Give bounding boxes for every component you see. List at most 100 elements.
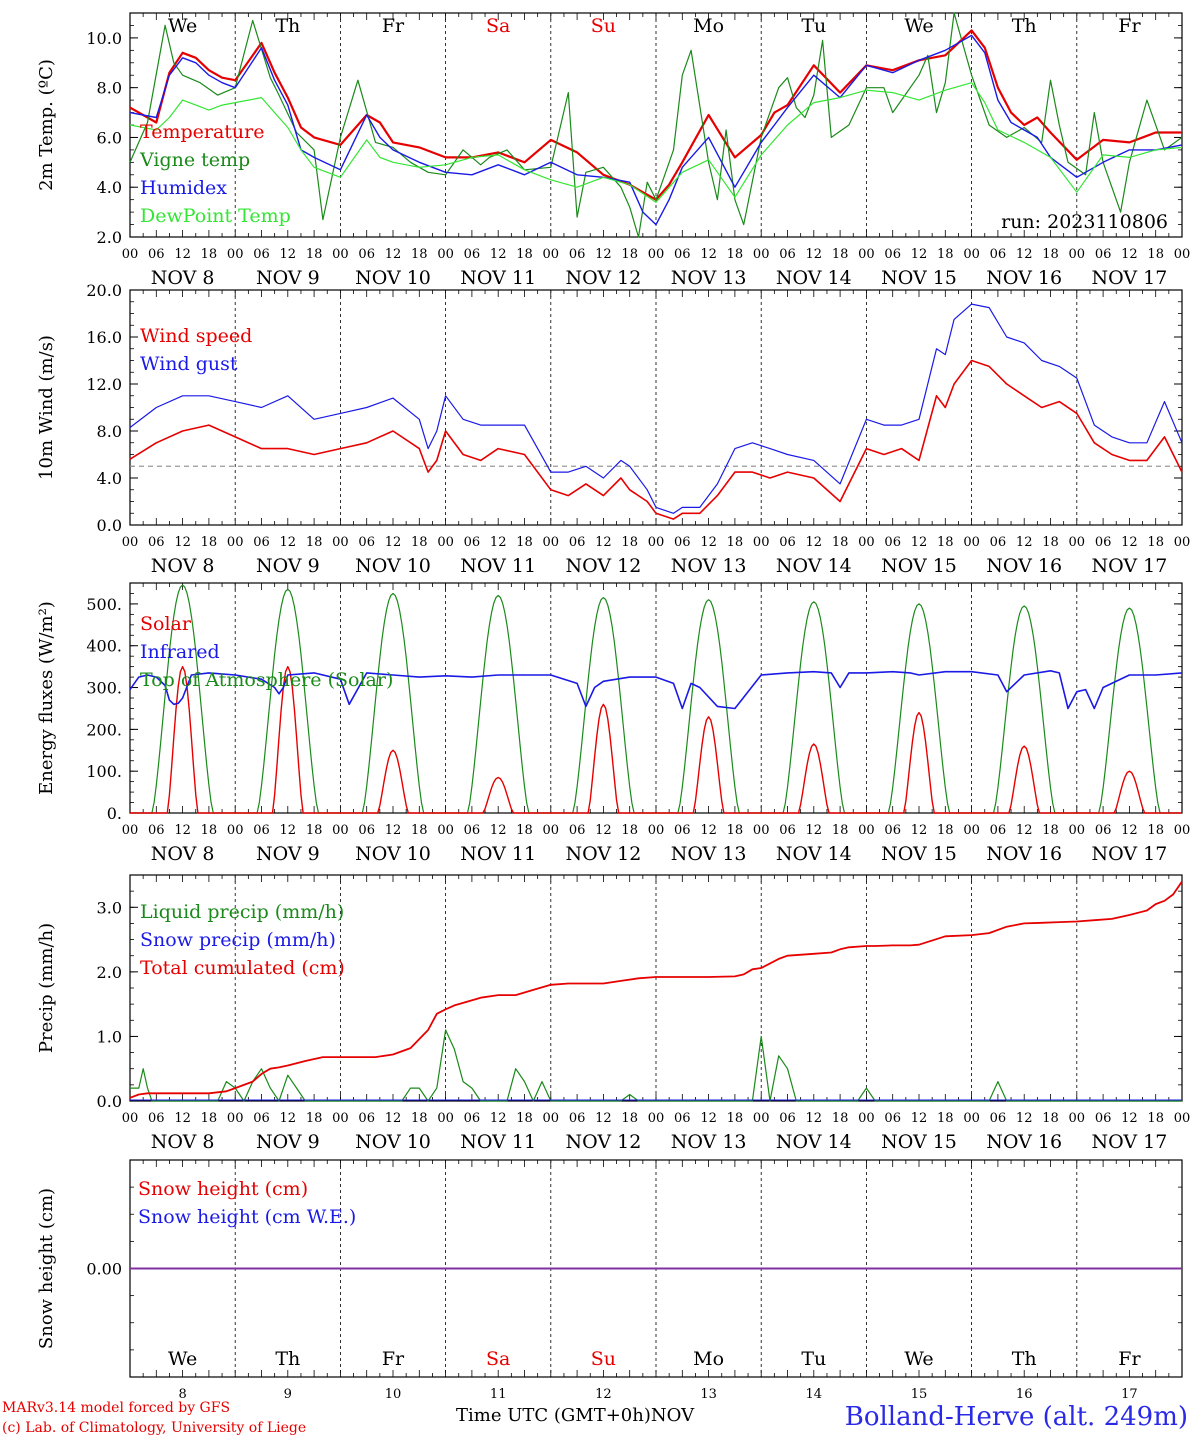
day-label: NOV 14 — [776, 1131, 852, 1153]
hour-tick-label: 18 — [516, 535, 533, 550]
legend-entry: Infrared — [140, 641, 220, 663]
day-number-label: 13 — [700, 1387, 717, 1402]
hour-tick-label: 12 — [1121, 247, 1138, 262]
hour-tick-label: 06 — [148, 823, 165, 838]
hour-tick-label: 18 — [832, 247, 849, 262]
day-label: NOV 11 — [460, 1131, 536, 1153]
hour-tick-label: 12 — [911, 1111, 928, 1126]
hour-tick-label: 00 — [1174, 1111, 1191, 1126]
hour-tick-label: 00 — [543, 247, 560, 262]
legend-entry: Snow precip (mm/h) — [140, 929, 336, 951]
hour-tick-label: 00 — [963, 823, 980, 838]
series-line — [129, 303, 1183, 514]
legend-entry: Vigne temp — [139, 149, 250, 171]
day-number-label: 14 — [806, 1387, 823, 1402]
weekday-label: Tu — [801, 15, 826, 37]
hour-tick-label: 06 — [464, 823, 481, 838]
hour-tick-label: 06 — [990, 247, 1007, 262]
y-axis-title: Precip (mm/h) — [36, 923, 57, 1053]
hour-tick-label: 18 — [411, 535, 428, 550]
series-line — [129, 34, 1183, 226]
y-tick-label: 0.0 — [97, 1092, 122, 1111]
hour-tick-label: 18 — [832, 1111, 849, 1126]
hour-tick-label: 06 — [464, 247, 481, 262]
hour-tick-label: 00 — [753, 247, 770, 262]
weekday-label: Tu — [801, 1348, 826, 1370]
hour-tick-label: 18 — [306, 1111, 323, 1126]
hour-tick-label: 12 — [385, 247, 402, 262]
y-tick-label: 6.0 — [97, 128, 122, 147]
y-tick-label: 8.0 — [97, 422, 122, 441]
y-tick-label: 1.0 — [97, 1027, 122, 1046]
legend-entry: DewPoint Temp — [140, 205, 291, 227]
hour-tick-label: 06 — [1095, 535, 1112, 550]
y-axis-title: 10m Wind (m/s) — [36, 335, 57, 480]
hour-tick-label: 00 — [227, 535, 244, 550]
day-label: NOV 17 — [1091, 1131, 1167, 1153]
day-label: NOV 11 — [460, 843, 536, 865]
hour-tick-label: 12 — [174, 247, 191, 262]
hour-tick-label: 06 — [569, 535, 586, 550]
hour-tick-label: 12 — [1016, 247, 1033, 262]
hour-tick-label: 18 — [411, 247, 428, 262]
hour-tick-label: 00 — [437, 823, 454, 838]
panel-frame — [129, 289, 1183, 526]
hour-tick-label: 18 — [937, 1111, 954, 1126]
day-label: NOV 12 — [565, 1131, 641, 1153]
weekday-label: Th — [1012, 1348, 1037, 1370]
weekday-label: Sa — [486, 15, 510, 37]
hour-tick-label: 06 — [674, 1111, 691, 1126]
hour-tick-label: 12 — [595, 535, 612, 550]
model-credit: MARv3.14 model forced by GFS — [2, 1400, 231, 1416]
hour-tick-label: 12 — [911, 247, 928, 262]
y-tick-label: 16.0 — [86, 328, 122, 347]
hour-tick-label: 12 — [911, 823, 928, 838]
day-label: NOV 12 — [565, 555, 641, 577]
day-label: NOV 8 — [151, 267, 215, 289]
hour-tick-label: 18 — [1147, 1111, 1164, 1126]
hour-tick-label: 06 — [358, 823, 375, 838]
y-tick-label: 0. — [107, 804, 122, 823]
hour-tick-label: 18 — [1042, 823, 1059, 838]
hour-tick-label: 06 — [779, 1111, 796, 1126]
hour-tick-label: 00 — [1174, 535, 1191, 550]
hour-tick-label: 06 — [884, 823, 901, 838]
hour-tick-label: 18 — [727, 823, 744, 838]
hour-tick-label: 00 — [122, 247, 139, 262]
weekday-label: Mo — [693, 15, 724, 37]
month-label: NOV — [650, 1405, 695, 1426]
y-axis-title: Energy fluxes (W/m²) — [36, 601, 57, 795]
weekday-label: Fr — [382, 1348, 405, 1370]
day-label: NOV 10 — [355, 267, 431, 289]
hour-tick-label: 12 — [806, 247, 823, 262]
hour-tick-label: 12 — [385, 535, 402, 550]
weekday-label: Su — [591, 15, 616, 37]
day-number-label: 16 — [1016, 1387, 1033, 1402]
hour-tick-label: 06 — [569, 247, 586, 262]
hour-tick-label: 12 — [1016, 823, 1033, 838]
day-label: NOV 14 — [776, 555, 852, 577]
hour-tick-label: 06 — [674, 535, 691, 550]
hour-tick-label: 12 — [174, 535, 191, 550]
hour-tick-label: 06 — [358, 247, 375, 262]
legend-entry: Temperature — [140, 121, 264, 143]
series-line — [129, 359, 1183, 520]
y-tick-label: 2.0 — [97, 963, 122, 982]
day-number-label: 15 — [911, 1387, 928, 1402]
hour-tick-label: 12 — [490, 823, 507, 838]
weekday-label: Fr — [1118, 15, 1141, 37]
hour-tick-label: 06 — [358, 1111, 375, 1126]
day-label: NOV 12 — [565, 843, 641, 865]
legend-entry: Wind speed — [140, 325, 252, 347]
hour-tick-label: 06 — [990, 1111, 1007, 1126]
hour-tick-label: 18 — [727, 535, 744, 550]
hour-tick-label: 00 — [858, 535, 875, 550]
hour-tick-label: 18 — [937, 823, 954, 838]
legend-entry: Wind gust — [140, 353, 238, 375]
hour-tick-label: 18 — [832, 823, 849, 838]
weekday-label: We — [168, 1348, 197, 1370]
hour-tick-label: 00 — [753, 1111, 770, 1126]
hour-tick-label: 18 — [306, 823, 323, 838]
hour-tick-label: 18 — [201, 1111, 218, 1126]
